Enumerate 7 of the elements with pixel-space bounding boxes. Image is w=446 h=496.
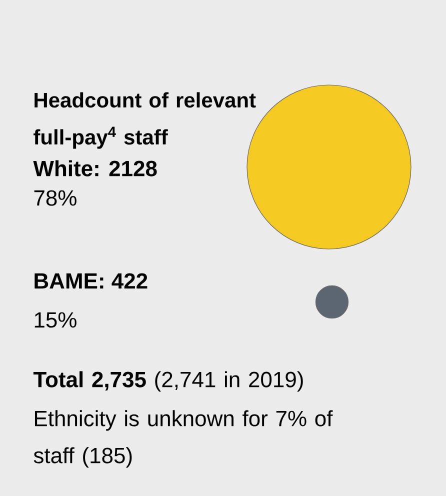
- data-label: White: 2128: [33, 160, 157, 176]
- text: Headcount of relevant full-pay$^{4}$ staff: [34, 92, 256, 149]
- text: 78%: [34, 190, 76, 206]
- text: Total 2,735 (2,741 in 2019): [33, 371, 303, 392]
- text: Ethnicity is unknown for 7% of staff (185): [34, 410, 333, 468]
- data-label: BAME: 422: [34, 273, 148, 289]
- text: 15%: [34, 312, 76, 328]
